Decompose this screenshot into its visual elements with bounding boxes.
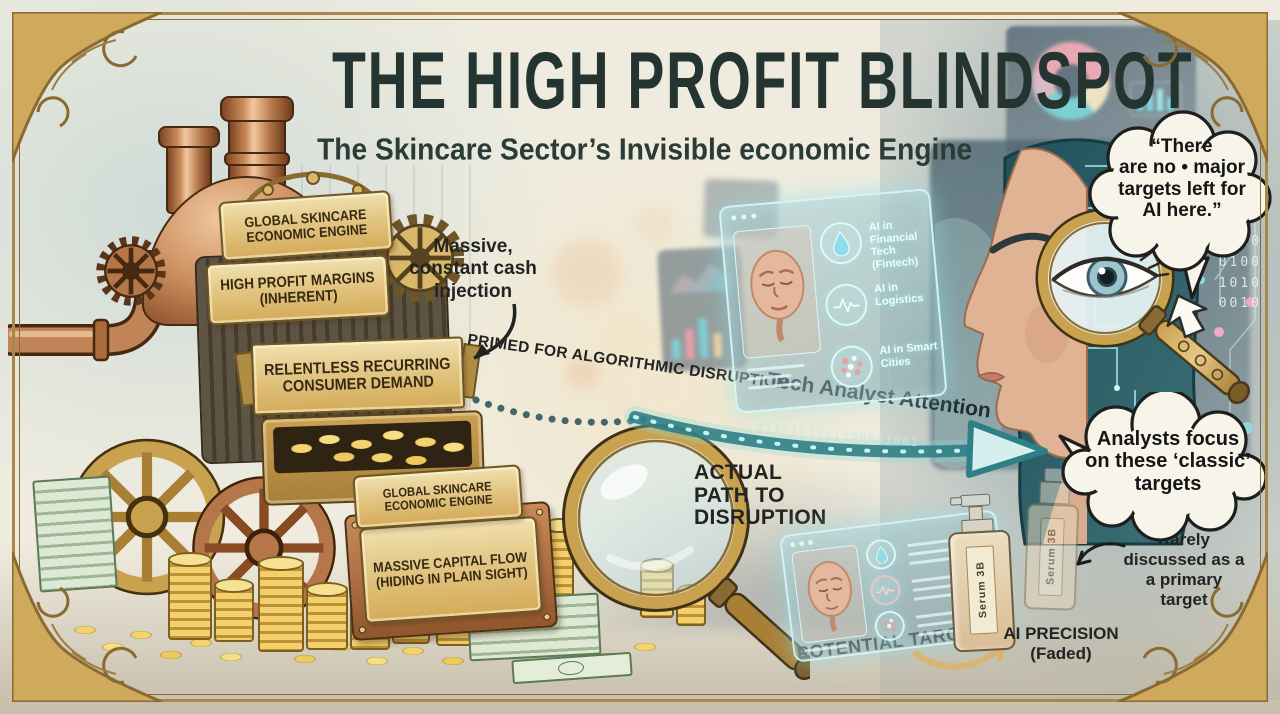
- coin-stack: [168, 552, 212, 640]
- rarely-line2: discussed as a: [1123, 550, 1245, 570]
- no-targets-line3: targets left for: [1118, 178, 1246, 200]
- actual-path-line3: DISRUPTION: [694, 506, 827, 530]
- analysts-line2: on these ‘classic’: [1085, 450, 1251, 473]
- cash-injection-line2: constant cash: [409, 258, 537, 280]
- face-outline-icon: [750, 249, 805, 343]
- cash-stack-left: [32, 475, 118, 593]
- no-targets-line4: AI here.”: [1142, 199, 1222, 221]
- pulse-icon: [833, 298, 860, 313]
- no-targets-quote: “There are no • major targets left for A…: [1096, 136, 1268, 221]
- rarely-line3: a primary: [1145, 570, 1223, 590]
- actual-path-line1: ACTUAL: [694, 461, 783, 484]
- coin-stack: [214, 578, 254, 642]
- rarely-arrow: [1076, 542, 1126, 566]
- coin-stack: [306, 582, 348, 650]
- coin-heap: [272, 414, 473, 474]
- no-targets-line2: are no • major: [1119, 157, 1245, 179]
- cash-injection-line1: Massive,: [433, 236, 513, 257]
- face-scan-card: [732, 224, 822, 360]
- page-subtitle: The Skincare Sector’s Invisible economic…: [317, 133, 973, 167]
- no-targets-line1: “There: [1151, 136, 1213, 157]
- chimney-small-cap: [158, 126, 220, 148]
- coin-stack: [258, 556, 304, 652]
- serum-label-right-text: Serum 3B: [1044, 528, 1059, 586]
- rarely-line4: target: [1160, 590, 1208, 610]
- water-drop-icon: [833, 230, 850, 257]
- classic-item-logistics: AI in Logistics: [823, 270, 940, 338]
- classic-item-smart-cities: AI in Smart Cities: [829, 332, 946, 400]
- serum-label-left-text: Serum 3B: [974, 561, 990, 619]
- banner-consumer-demand: RELENTLESS RECURRING CONSUMER DEMAND: [250, 336, 466, 416]
- analysts-line1: Analysts focus: [1096, 428, 1240, 450]
- bokeh-dot: [636, 206, 674, 244]
- smart-cities-dots-icon: [841, 355, 863, 378]
- classic-item-fintech: AI in Financial Tech (Fintech): [818, 208, 935, 276]
- classic-targets-panel: AI in Financial Tech (Fintech) AI in Log…: [718, 188, 948, 414]
- plaque-capital-flow: MASSIVE CAPITAL FLOW (HIDING IN PLAIN SI…: [358, 515, 544, 625]
- analysts-focus-note: Analysts focus on these ‘classic’ target…: [1070, 428, 1266, 495]
- plaque-margins-line2: (INHERENT): [258, 286, 338, 309]
- cash-injection-note: Massive, constant cash injection: [388, 236, 558, 303]
- fintech-label-line2: Tech (Fintech): [870, 244, 919, 272]
- plaque-high-profit-margins: HIGH PROFIT MARGINS (INHERENT): [205, 254, 391, 326]
- analysts-line3: targets: [1134, 472, 1202, 495]
- actual-path-line2: PATH TO: [694, 483, 785, 507]
- bokeh-dot: [552, 238, 622, 308]
- actual-path-label: ACTUAL PATH TO DISRUPTION: [694, 461, 844, 530]
- ai-precision-label: AI PRECISION (Faded): [986, 624, 1136, 663]
- page-title: THE HIGH PROFIT BLINDSPOT: [332, 34, 1194, 126]
- serum-label-left: Serum 3B: [965, 545, 999, 635]
- smart-cities-dots-icon: [883, 618, 897, 632]
- ai-precision-line1: AI PRECISION: [1003, 624, 1119, 643]
- corner-flourish-top-left: [12, 12, 162, 162]
- face-outline-icon: [807, 561, 852, 633]
- face-scan-card: [791, 544, 868, 644]
- ai-precision-line2: (Faded): [1030, 643, 1092, 663]
- chimney-tall-ring: [224, 152, 290, 166]
- plaque-crest: GLOBAL SKINCARE ECONOMIC ENGINE: [218, 190, 394, 262]
- pulse-icon: [876, 585, 895, 596]
- water-drop-icon: [875, 545, 888, 564]
- gear-icon: [96, 236, 166, 306]
